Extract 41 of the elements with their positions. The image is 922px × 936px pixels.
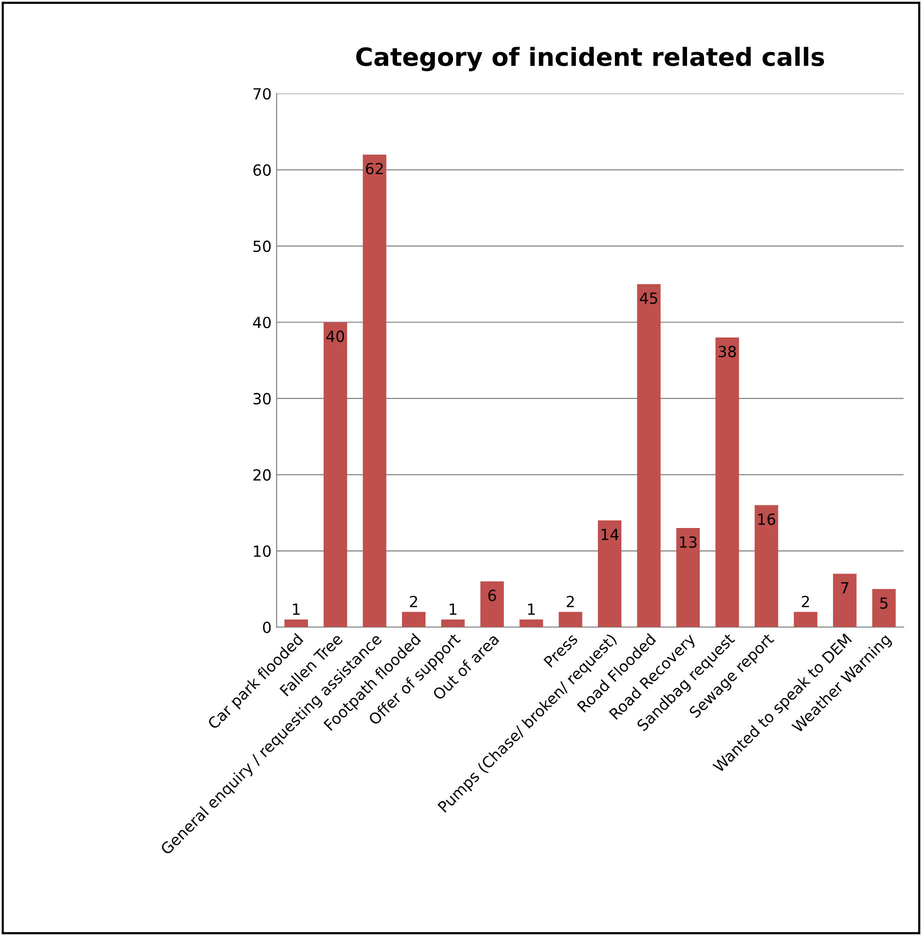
- data-label: 2: [566, 596, 574, 608]
- bar: [558, 612, 582, 628]
- bar: [794, 612, 818, 628]
- data-label: 5: [880, 597, 888, 609]
- data-label: 13: [680, 536, 697, 548]
- bar: [598, 520, 622, 628]
- bar: [362, 154, 386, 628]
- data-label: 14: [602, 528, 619, 540]
- bar: [324, 322, 348, 628]
- bar: [637, 284, 661, 628]
- y-tick-label: 10: [254, 545, 271, 557]
- bar: [754, 505, 778, 628]
- bar: [480, 581, 504, 628]
- y-tick-label: 30: [253, 392, 271, 404]
- data-label: 2: [410, 596, 418, 608]
- data-label: 7: [841, 582, 848, 594]
- y-tick-label: 20: [253, 469, 271, 481]
- data-label: 16: [758, 513, 776, 525]
- data-label: 1: [528, 604, 535, 615]
- data-label: 6: [488, 590, 496, 602]
- data-label: 2: [802, 596, 809, 608]
- bar: [284, 620, 308, 628]
- y-tick-label: 60: [253, 164, 271, 176]
- bar: [872, 589, 896, 628]
- chart-title: Category of incident related calls: [356, 46, 824, 72]
- data-label: 1: [293, 604, 300, 615]
- data-label: 1: [450, 604, 456, 615]
- bar: [441, 620, 465, 628]
- bar: [833, 574, 857, 628]
- data-label: 38: [718, 346, 736, 358]
- bar: [676, 528, 700, 628]
- bar: [520, 620, 544, 628]
- y-tick-label: 70: [254, 88, 271, 100]
- bar: [402, 612, 426, 628]
- y-tick-label: 0: [263, 622, 271, 634]
- data-label: 45: [640, 292, 658, 304]
- y-tick-label: 50: [253, 240, 271, 252]
- bar: [715, 337, 739, 628]
- data-label: 62: [366, 162, 383, 174]
- data-label: 40: [326, 330, 344, 342]
- y-tick-label: 40: [253, 316, 271, 328]
